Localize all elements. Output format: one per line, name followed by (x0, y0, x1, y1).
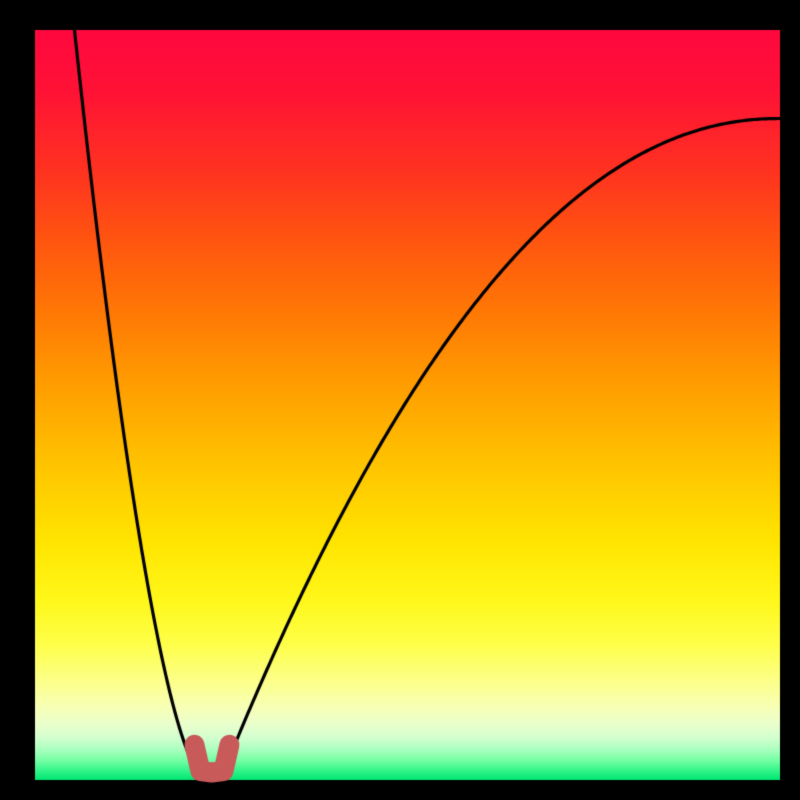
root-container: { "watermark": { "text": "TheBottleneck.… (0, 0, 800, 800)
bottleneck-chart (0, 0, 800, 800)
